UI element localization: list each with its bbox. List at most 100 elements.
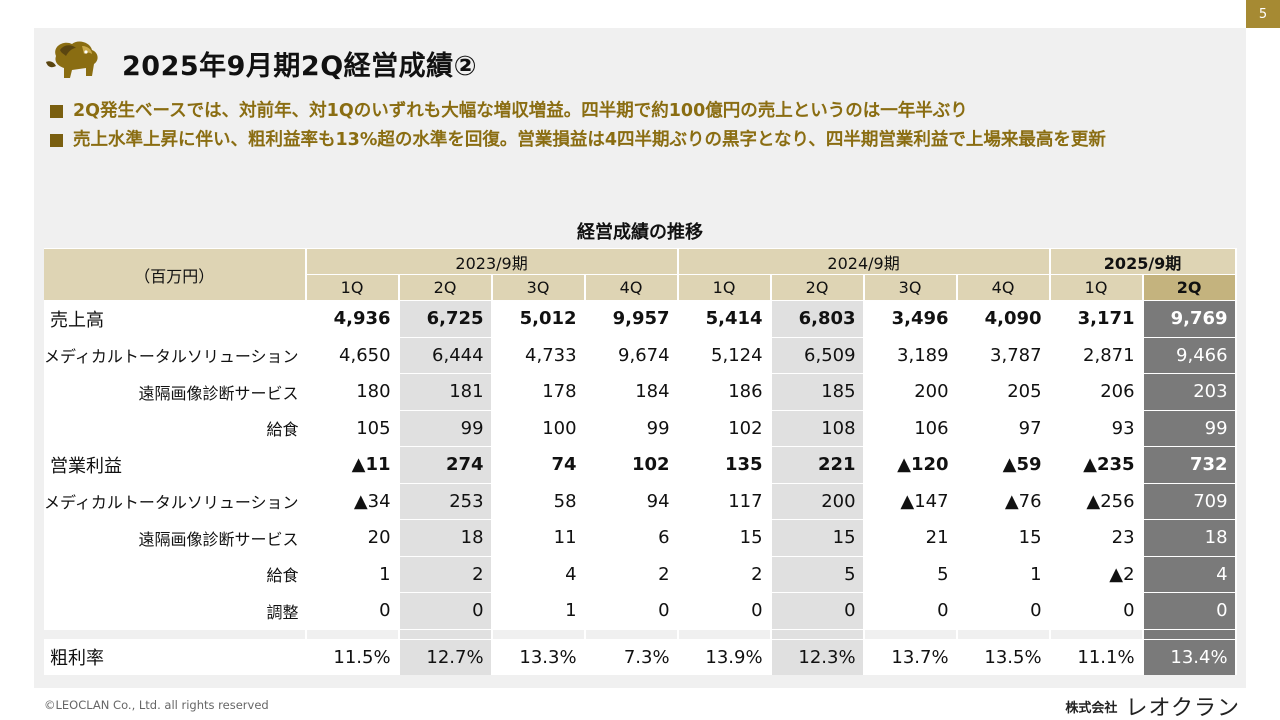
table-cell-latest: 709 xyxy=(1143,482,1237,519)
spacer-cell xyxy=(678,628,772,639)
table-cell: 9,674 xyxy=(585,336,679,373)
table-cell: 5,414 xyxy=(678,300,772,337)
row-label: 給食 xyxy=(44,555,307,592)
table-cell: 15 xyxy=(678,519,772,556)
table-cell: ▲147 xyxy=(864,482,958,519)
table-cell: ▲235 xyxy=(1050,446,1144,483)
table-cell: 4 xyxy=(492,555,586,592)
table-cell: 5 xyxy=(771,555,865,592)
table-cell: 15 xyxy=(771,519,865,556)
table-cell: 0 xyxy=(864,592,958,629)
table-cell: 221 xyxy=(771,446,865,483)
table-cell: 106 xyxy=(864,409,958,446)
bullet-square-icon xyxy=(50,105,63,118)
quarter-header: 2Q xyxy=(771,274,865,300)
table-cell: 180 xyxy=(306,373,400,410)
table-cell: 5,124 xyxy=(678,336,772,373)
table-row-gross-margin: 粗利率 11.5% 12.7% 13.3% 7.3% 13.9% 12.3% 1… xyxy=(44,638,1237,675)
table-cell: 18 xyxy=(399,519,493,556)
table-cell: 185 xyxy=(771,373,865,410)
table-cell: 100 xyxy=(492,409,586,446)
spacer-cell xyxy=(1143,628,1237,639)
table-cell: 2,871 xyxy=(1050,336,1144,373)
table-cell-latest: 99 xyxy=(1143,409,1237,446)
table-cell: 102 xyxy=(585,446,679,483)
table-cell: 274 xyxy=(399,446,493,483)
table-cell: 186 xyxy=(678,373,772,410)
period-2024: 2024/9期 xyxy=(678,248,1051,274)
table-cell: 4,733 xyxy=(492,336,586,373)
table-cell-latest: 732 xyxy=(1143,446,1237,483)
table-cell: ▲59 xyxy=(957,446,1051,483)
table-cell: ▲11 xyxy=(306,446,400,483)
spacer-cell xyxy=(957,628,1051,639)
spacer-cell xyxy=(399,628,493,639)
table-row-adjustment: 調整 0 0 1 0 0 0 0 0 0 0 xyxy=(44,592,1237,629)
spacer-cell xyxy=(864,628,958,639)
table-cell: 15 xyxy=(957,519,1051,556)
bullet-item: 2Q発生ベースでは、対前年、対1Qのいずれも大幅な増収増益。四半期で約100億円… xyxy=(48,100,1238,123)
bullet-text: 2Q発生ベースでは、対前年、対1Qのいずれも大幅な増収増益。四半期で約100億円… xyxy=(73,101,968,121)
table-cell: 200 xyxy=(864,373,958,410)
table-cell: 3,496 xyxy=(864,300,958,337)
table-cell: 74 xyxy=(492,446,586,483)
quarter-header: 2Q xyxy=(399,274,493,300)
table-cell: 0 xyxy=(771,592,865,629)
quarter-header: 1Q xyxy=(678,274,772,300)
table-cell: 6,725 xyxy=(399,300,493,337)
table-cell: 1 xyxy=(957,555,1051,592)
bullet-list: 2Q発生ベースでは、対前年、対1Qのいずれも大幅な増収増益。四半期で約100億円… xyxy=(48,100,1238,158)
table-cell: ▲120 xyxy=(864,446,958,483)
table-cell: 2 xyxy=(678,555,772,592)
table-cell: 2 xyxy=(399,555,493,592)
table-cell: 7.3% xyxy=(585,638,679,675)
period-header-row: （百万円） 2023/9期 2024/9期 2025/9期 xyxy=(44,248,1237,300)
table-cell: ▲34 xyxy=(306,482,400,519)
table-cell: 13.7% xyxy=(864,638,958,675)
table-cell-latest: 203 xyxy=(1143,373,1237,410)
table-cell: 0 xyxy=(957,592,1051,629)
row-label: 遠隔画像診断サービス xyxy=(44,519,307,556)
bullet-item: 売上水準上昇に伴い、粗利益率も13%超の水準を回復。営業損益は4四半期ぶりの黒字… xyxy=(48,129,1238,152)
quarter-header: 1Q xyxy=(306,274,400,300)
financial-results-table: （百万円） 2023/9期 2024/9期 2025/9期 1Q 2Q 3Q 4… xyxy=(44,248,1237,675)
unit-label: （百万円） xyxy=(44,248,307,300)
table-cell: 3,189 xyxy=(864,336,958,373)
row-label: 営業利益 xyxy=(44,446,307,483)
table-cell: 6,803 xyxy=(771,300,865,337)
copyright-text: ©LEOCLAN Co., Ltd. all rights reserved xyxy=(44,698,269,712)
table-cell: 0 xyxy=(306,592,400,629)
table-cell: ▲76 xyxy=(957,482,1051,519)
table-cell: 6 xyxy=(585,519,679,556)
row-label: メディカルトータルソリューション xyxy=(44,336,307,373)
table-cell: 184 xyxy=(585,373,679,410)
table-cell: 12.3% xyxy=(771,638,865,675)
quarter-header: 4Q xyxy=(957,274,1051,300)
quarter-header-latest: 2Q xyxy=(1143,274,1237,300)
lion-logo-icon xyxy=(46,41,98,78)
table-cell: 58 xyxy=(492,482,586,519)
table-cell: ▲256 xyxy=(1050,482,1144,519)
table-cell: 21 xyxy=(864,519,958,556)
quarter-header-row: 1Q 2Q 3Q 4Q 1Q 2Q 3Q 4Q 1Q 2Q xyxy=(44,274,1237,300)
table-cell-latest: 4 xyxy=(1143,555,1237,592)
table-cell: 11.1% xyxy=(1050,638,1144,675)
table-cell: 12.7% xyxy=(399,638,493,675)
table-cell: 99 xyxy=(585,409,679,446)
company-name: レオクラン xyxy=(1125,696,1240,720)
table-cell: 0 xyxy=(399,592,493,629)
table-cell: 102 xyxy=(678,409,772,446)
quarter-header: 3Q xyxy=(864,274,958,300)
table-cell: 3,171 xyxy=(1050,300,1144,337)
table-cell: 135 xyxy=(678,446,772,483)
table-cell: 13.9% xyxy=(678,638,772,675)
quarter-header: 3Q xyxy=(492,274,586,300)
table-cell: 1 xyxy=(492,592,586,629)
table-cell: 200 xyxy=(771,482,865,519)
table-cell: 5,012 xyxy=(492,300,586,337)
table-cell: 206 xyxy=(1050,373,1144,410)
table-spacer-row xyxy=(44,628,1237,639)
table-cell-latest: 9,769 xyxy=(1143,300,1237,337)
table-cell: 4,650 xyxy=(306,336,400,373)
table-cell: 4,936 xyxy=(306,300,400,337)
